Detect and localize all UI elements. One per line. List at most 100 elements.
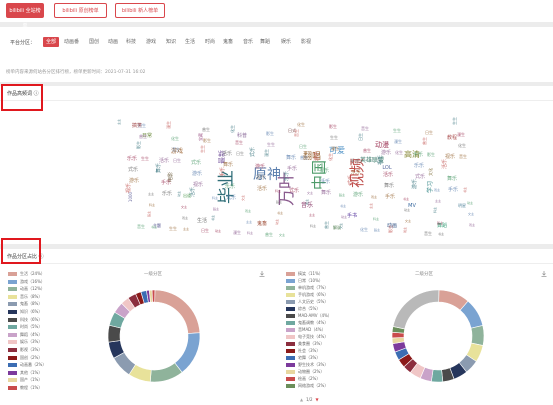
word-cloud-filler: 普生 <box>265 231 273 237</box>
right-legend-item[interactable]: 综合（5%） <box>286 306 320 312</box>
left-legend-item[interactable]: 音乐（8%） <box>8 294 42 300</box>
category-13[interactable]: 影视 <box>301 39 312 45</box>
right-legend-item[interactable]: 绘画（2%） <box>286 376 320 382</box>
left-legend-item[interactable]: 教程（1%） <box>8 385 42 391</box>
category-1[interactable]: 动画番 <box>64 39 80 45</box>
legend-label: 宅舞（3%） <box>298 355 321 360</box>
word-cloud-filler: 科主 <box>373 216 379 221</box>
left-legend-item[interactable]: 动画（12%） <box>8 286 45 292</box>
category-4[interactable]: 科技 <box>126 39 137 45</box>
legend-label: 知识（6%） <box>20 309 43 314</box>
right-legend-item[interactable]: 社会（3%） <box>286 348 320 354</box>
word-cloud-word: 动漫 <box>375 140 389 149</box>
word-cloud-filler: 戏主 <box>182 215 188 220</box>
pager-prev-icon[interactable]: ▲ <box>300 397 304 402</box>
word-cloud-filler: 式乐 <box>347 175 354 185</box>
legend-swatch <box>8 348 17 352</box>
left-legend-item[interactable]: 知识（6%） <box>8 309 42 315</box>
word-cloud-word: 视频 <box>348 158 366 188</box>
legend-swatch <box>286 342 295 346</box>
left-legend-item[interactable]: 游戏（16%） <box>8 279 45 285</box>
right-legend-item[interactable]: 人文历史（5%） <box>286 299 328 305</box>
word-cloud-filler: 舞乐 <box>384 182 394 189</box>
category-12[interactable]: 娱乐 <box>281 39 292 45</box>
category-11[interactable]: 舞蹈 <box>260 39 271 45</box>
word-cloud-filler: 动主 <box>274 219 279 225</box>
highlight-box-wordcloud <box>1 84 43 111</box>
left-legend-item[interactable]: 时尚（5%） <box>8 324 42 330</box>
word-cloud-word: 科普 <box>237 132 247 139</box>
left-donut-slice[interactable] <box>149 362 183 383</box>
legend-label: 社会（3%） <box>298 348 321 353</box>
download-icon-right[interactable] <box>540 270 548 278</box>
right-legend-item[interactable]: 音MAD（4%） <box>286 327 326 333</box>
right-legend-item[interactable]: 手机游戏（6%） <box>286 292 328 298</box>
left-legend-item[interactable]: 动画番（2%） <box>8 362 46 368</box>
word-cloud-filler: 生生 <box>267 141 275 147</box>
word-cloud-word: 文化 <box>427 168 433 176</box>
right-legend-item[interactable]: 野生技术（3%） <box>286 362 328 368</box>
left-legend-item[interactable]: 国产（1%） <box>8 377 42 383</box>
left-legend-item[interactable]: 影视（3%） <box>8 347 42 353</box>
legend-label: 影视（3%） <box>20 347 43 352</box>
right-legend-item[interactable]: 网络游戏（2%） <box>286 383 328 389</box>
right-donut-slice[interactable] <box>470 325 485 346</box>
legend-pager[interactable]: ▲ 1/2 ▼ <box>300 397 319 402</box>
tab-2[interactable]: bilibili 新人榜单 <box>115 3 165 18</box>
word-cloud-word: 学习 <box>426 181 434 193</box>
category-10[interactable]: 音乐 <box>243 39 254 45</box>
right-legend-item[interactable]: 动物圈（2%） <box>286 369 324 375</box>
word-cloud-filler: 文主 <box>181 204 187 209</box>
right-donut-slice[interactable] <box>392 289 440 330</box>
word-cloud-filler: 文主 <box>279 232 285 237</box>
word-cloud-filler: 蹈主 <box>339 192 345 197</box>
category-3[interactable]: 动画 <box>108 39 119 45</box>
category-8[interactable]: 时尚 <box>205 39 216 45</box>
right-legend-item[interactable]: 宅舞（3%） <box>286 355 320 361</box>
word-cloud-word: 高清 <box>404 149 420 159</box>
left-donut-slice[interactable] <box>174 332 201 373</box>
left-legend-item[interactable]: 国创（2%） <box>8 355 42 361</box>
right-legend-item[interactable]: 电子竞技（4%） <box>286 334 328 340</box>
pager-next-icon[interactable]: ▼ <box>315 397 319 402</box>
legend-swatch <box>286 370 295 374</box>
download-icon-left[interactable] <box>258 270 266 278</box>
word-cloud-filler: 影生 <box>135 141 141 149</box>
category-0[interactable]: 全部 <box>43 37 60 47</box>
right-legend-item[interactable]: 单机游戏（7%） <box>286 285 328 291</box>
right-legend-item[interactable]: MAD·AMV（4%） <box>286 313 332 319</box>
right-legend-item[interactable]: 日常（10%） <box>286 278 323 284</box>
word-cloud-filler: 生生 <box>169 225 177 231</box>
left-legend-item[interactable]: 舞蹈（4%） <box>8 332 42 338</box>
legend-label: 手机游戏（6%） <box>298 292 329 297</box>
legend-label: 教程（1%） <box>20 385 43 390</box>
tab-1[interactable]: bilibili 原创榜单 <box>54 3 107 18</box>
category-2[interactable]: 国创 <box>89 39 100 45</box>
word-cloud-filler: 游乐 <box>353 191 363 198</box>
right-legend-item[interactable]: 美食圈（3%） <box>286 341 324 347</box>
tab-0[interactable]: bilibili 全站榜单 <box>6 3 44 29</box>
right-legend-item[interactable]: 鬼畜调教（4%） <box>286 320 328 326</box>
category-5[interactable]: 游戏 <box>146 39 157 45</box>
word-cloud-filler: 手乐 <box>350 158 360 165</box>
left-legend-item[interactable]: 其他（1%） <box>8 370 42 376</box>
left-donut-slice[interactable] <box>154 289 201 334</box>
left-legend-item[interactable]: 生活（24%） <box>8 271 45 277</box>
legend-swatch <box>8 317 17 322</box>
word-cloud-word: 翻唱 <box>303 151 321 162</box>
right-donut-chart <box>391 289 485 383</box>
category-9[interactable]: 鬼畜 <box>223 39 234 45</box>
left-legend-item[interactable]: 科技（6%） <box>8 317 42 323</box>
right-legend-item[interactable]: 搞笑（11%） <box>286 271 323 277</box>
category-7[interactable]: 生活 <box>185 39 196 45</box>
left-legend-item[interactable]: 鬼畜（8%） <box>8 301 42 307</box>
word-cloud-filler: 书主 <box>462 187 467 193</box>
left-legend-item[interactable]: 娱乐（3%） <box>8 339 42 345</box>
legend-swatch <box>286 363 295 367</box>
category-6[interactable]: 知识 <box>166 39 177 45</box>
legend-swatch <box>286 335 295 339</box>
left-donut-slice[interactable] <box>151 289 156 303</box>
left-donut-chart <box>107 289 201 383</box>
word-cloud-filler: 漫生 <box>331 145 339 151</box>
